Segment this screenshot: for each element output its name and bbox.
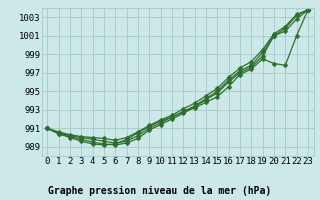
Text: Graphe pression niveau de la mer (hPa): Graphe pression niveau de la mer (hPa) xyxy=(48,186,272,196)
